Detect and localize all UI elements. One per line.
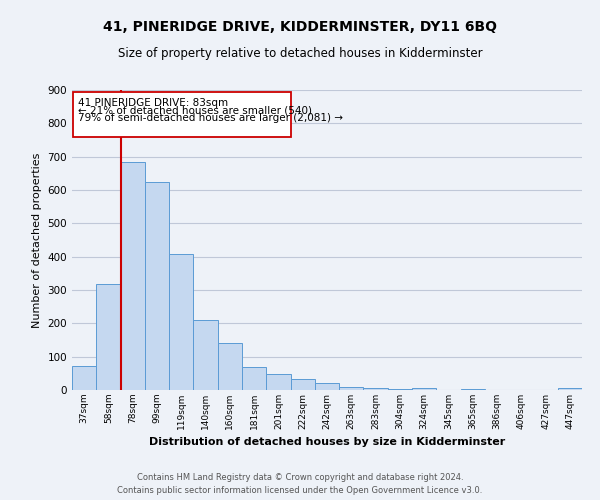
Bar <box>412 388 436 390</box>
Text: 41 PINERIDGE DRIVE: 83sqm: 41 PINERIDGE DRIVE: 83sqm <box>78 98 228 108</box>
X-axis label: Distribution of detached houses by size in Kidderminster: Distribution of detached houses by size … <box>149 438 505 448</box>
Bar <box>339 386 364 390</box>
Bar <box>558 388 582 390</box>
Y-axis label: Number of detached properties: Number of detached properties <box>32 152 42 328</box>
Text: 79% of semi-detached houses are larger (2,081) →: 79% of semi-detached houses are larger (… <box>78 114 343 124</box>
Text: Contains HM Land Registry data © Crown copyright and database right 2024.
Contai: Contains HM Land Registry data © Crown c… <box>118 473 482 495</box>
Bar <box>290 379 315 390</box>
Bar <box>242 366 266 390</box>
Bar <box>169 254 193 390</box>
Bar <box>364 388 388 390</box>
Text: Size of property relative to detached houses in Kidderminster: Size of property relative to detached ho… <box>118 48 482 60</box>
Bar <box>461 388 485 390</box>
Bar <box>315 384 339 390</box>
Bar <box>218 344 242 390</box>
Bar <box>266 374 290 390</box>
Bar <box>72 366 96 390</box>
Bar <box>193 320 218 390</box>
Text: 41, PINERIDGE DRIVE, KIDDERMINSTER, DY11 6BQ: 41, PINERIDGE DRIVE, KIDDERMINSTER, DY11… <box>103 20 497 34</box>
Bar <box>145 182 169 390</box>
FancyBboxPatch shape <box>73 92 290 138</box>
Bar <box>121 162 145 390</box>
Bar <box>388 389 412 390</box>
Bar <box>96 284 121 390</box>
Text: ← 21% of detached houses are smaller (540): ← 21% of detached houses are smaller (54… <box>78 106 312 116</box>
